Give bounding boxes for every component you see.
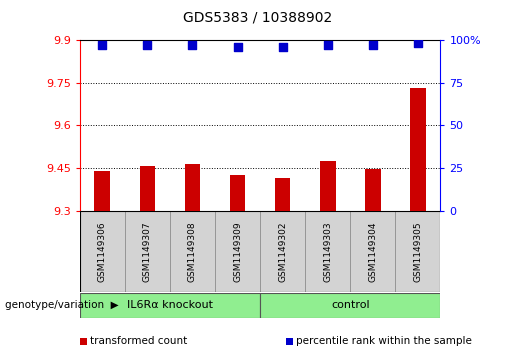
Point: [143, 42, 151, 48]
Bar: [305, 211, 350, 292]
Point: [369, 42, 377, 48]
Text: transformed count: transformed count: [90, 336, 187, 346]
Bar: [80, 211, 125, 292]
Text: percentile rank within the sample: percentile rank within the sample: [296, 336, 472, 346]
Text: GSM1149307: GSM1149307: [143, 221, 152, 282]
Point: [188, 42, 197, 48]
Text: IL6Rα knockout: IL6Rα knockout: [127, 300, 213, 310]
Text: GDS5383 / 10388902: GDS5383 / 10388902: [183, 11, 332, 25]
Bar: [274, 178, 290, 211]
Text: GSM1149308: GSM1149308: [188, 221, 197, 282]
Point: [279, 44, 287, 50]
Bar: [350, 211, 396, 292]
Text: GSM1149304: GSM1149304: [368, 221, 377, 282]
Bar: [410, 88, 426, 211]
Bar: [80, 293, 260, 318]
Point: [98, 42, 107, 48]
Point: [233, 44, 242, 50]
Bar: [170, 211, 215, 292]
Text: GSM1149302: GSM1149302: [278, 221, 287, 282]
Bar: [396, 211, 440, 292]
Bar: [140, 167, 156, 211]
Bar: [365, 169, 381, 211]
Text: GSM1149309: GSM1149309: [233, 221, 242, 282]
Bar: [184, 164, 200, 211]
Text: genotype/variation  ▶: genotype/variation ▶: [5, 300, 119, 310]
Bar: [125, 211, 170, 292]
Bar: [260, 293, 440, 318]
Point: [414, 40, 422, 46]
Bar: [260, 211, 305, 292]
Text: GSM1149305: GSM1149305: [414, 221, 422, 282]
Point: [323, 42, 332, 48]
Text: control: control: [331, 300, 369, 310]
Text: GSM1149306: GSM1149306: [98, 221, 107, 282]
Text: GSM1149303: GSM1149303: [323, 221, 332, 282]
Bar: [215, 211, 260, 292]
Bar: [230, 175, 246, 211]
Bar: [94, 171, 110, 211]
Bar: [320, 161, 336, 211]
